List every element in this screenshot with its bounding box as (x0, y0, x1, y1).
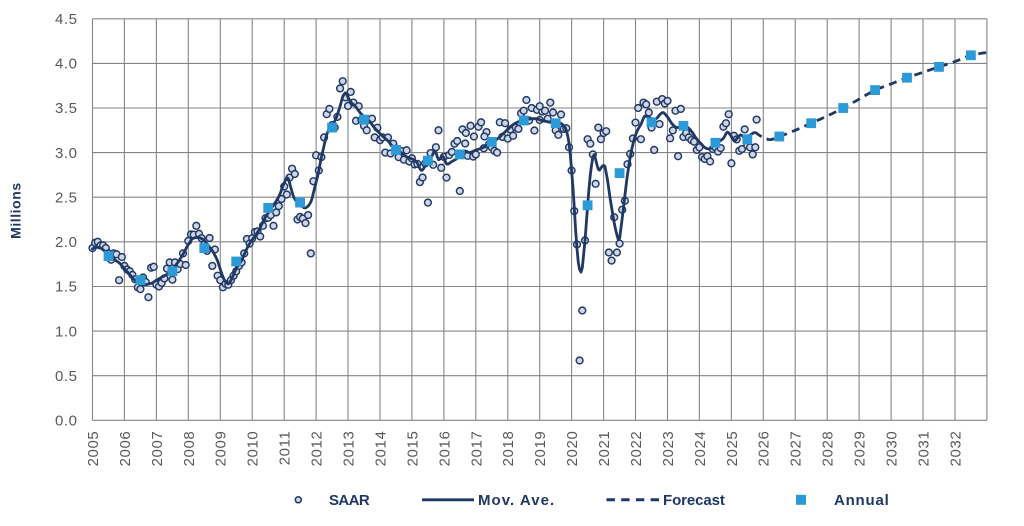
svg-text:1.5: 1.5 (55, 279, 78, 296)
svg-text:2009: 2009 (213, 431, 230, 467)
svg-text:2005: 2005 (85, 431, 102, 467)
svg-text:2019: 2019 (532, 431, 549, 467)
svg-text:2.0: 2.0 (55, 234, 78, 251)
svg-text:2031: 2031 (915, 431, 932, 467)
svg-text:2008: 2008 (181, 431, 198, 467)
svg-text:0.0: 0.0 (55, 413, 78, 430)
svg-text:SAAR: SAAR (329, 492, 370, 509)
svg-text:2024: 2024 (692, 431, 709, 467)
svg-text:4.5: 4.5 (55, 11, 78, 28)
svg-text:3.5: 3.5 (55, 100, 78, 117)
svg-text:0.5: 0.5 (55, 368, 78, 385)
svg-text:2020: 2020 (564, 431, 581, 467)
svg-text:2015: 2015 (404, 431, 421, 467)
svg-text:2016: 2016 (436, 431, 453, 467)
svg-text:2022: 2022 (628, 431, 645, 467)
svg-text:2012: 2012 (309, 431, 326, 467)
svg-text:Forecast: Forecast (663, 492, 725, 509)
svg-text:2021: 2021 (596, 431, 613, 467)
svg-text:2014: 2014 (372, 431, 389, 467)
svg-text:Mov. Ave.: Mov. Ave. (478, 492, 555, 509)
svg-text:2017: 2017 (468, 431, 485, 467)
svg-text:2028: 2028 (820, 431, 837, 467)
svg-text:2025: 2025 (724, 431, 741, 467)
svg-text:4.0: 4.0 (55, 56, 78, 73)
svg-text:2006: 2006 (117, 431, 134, 467)
svg-text:2.5: 2.5 (55, 189, 78, 206)
svg-text:2018: 2018 (500, 431, 517, 467)
svg-text:Annual: Annual (834, 492, 890, 509)
svg-text:2032: 2032 (947, 431, 964, 467)
svg-text:2029: 2029 (852, 431, 869, 467)
svg-text:2030: 2030 (884, 431, 901, 467)
svg-text:Millions: Millions (7, 182, 23, 239)
svg-text:2007: 2007 (149, 431, 166, 467)
svg-text:3.0: 3.0 (55, 145, 78, 162)
svg-text:2011: 2011 (277, 431, 294, 466)
svg-text:2027: 2027 (788, 431, 805, 467)
svg-text:2010: 2010 (245, 431, 262, 467)
svg-text:2026: 2026 (756, 431, 773, 467)
svg-text:2013: 2013 (340, 431, 357, 467)
svg-text:2023: 2023 (660, 431, 677, 467)
svg-text:1.0: 1.0 (55, 323, 78, 340)
